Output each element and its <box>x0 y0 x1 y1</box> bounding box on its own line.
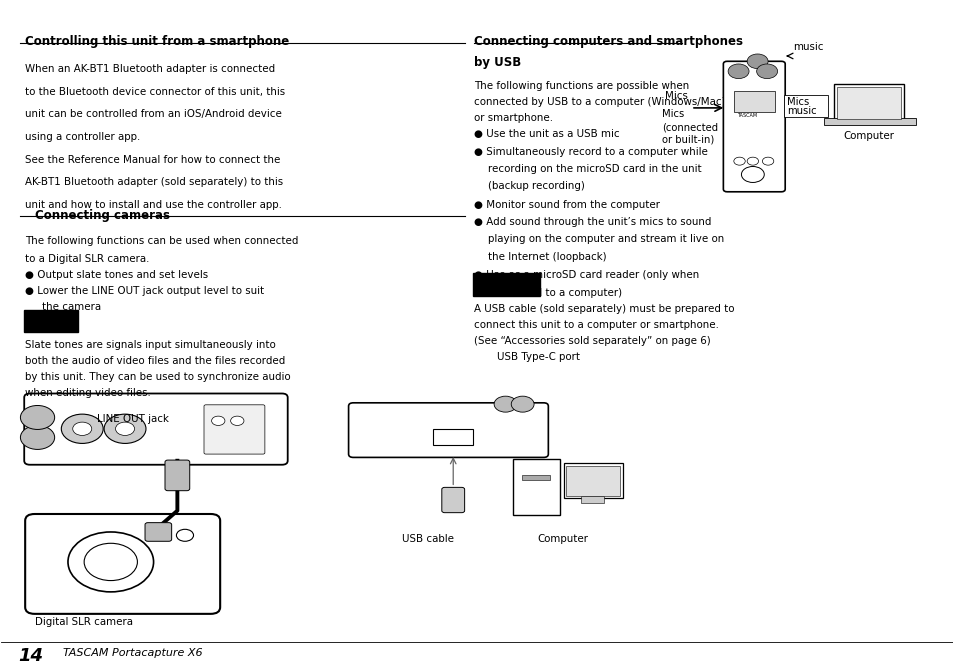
Circle shape <box>746 157 758 165</box>
Text: by USB: by USB <box>474 56 521 69</box>
Text: ● Lower the LINE OUT jack output level to suit: ● Lower the LINE OUT jack output level t… <box>25 287 264 297</box>
Circle shape <box>727 64 748 79</box>
Circle shape <box>20 405 54 429</box>
Text: USB cable: USB cable <box>401 534 453 544</box>
FancyBboxPatch shape <box>580 496 603 503</box>
Text: ● Output slate tones and set levels: ● Output slate tones and set levels <box>25 270 208 280</box>
Text: music: music <box>786 106 816 116</box>
Text: using a controller app.: using a controller app. <box>25 132 140 142</box>
Text: (See “Accessories sold separately” on page 6): (See “Accessories sold separately” on pa… <box>474 336 710 346</box>
Text: 14: 14 <box>18 647 44 665</box>
Circle shape <box>115 422 134 435</box>
FancyBboxPatch shape <box>165 460 190 491</box>
Text: ● Simultaneously record to a computer while: ● Simultaneously record to a computer wh… <box>474 146 707 156</box>
Circle shape <box>733 157 744 165</box>
Text: to the Bluetooth device connector of this unit, this: to the Bluetooth device connector of thi… <box>25 87 285 97</box>
Text: TASCAM: TASCAM <box>736 113 756 118</box>
Circle shape <box>231 416 244 425</box>
FancyBboxPatch shape <box>204 405 265 454</box>
Text: Computer: Computer <box>842 131 894 140</box>
Text: connected by USB to a computer (Windows/Mac): connected by USB to a computer (Windows/… <box>474 97 725 107</box>
Text: recording on the microSD card in the unit: recording on the microSD card in the uni… <box>488 164 701 174</box>
Circle shape <box>104 414 146 444</box>
Text: the Internet (loopback): the Internet (loopback) <box>488 252 606 262</box>
Text: LINE OUT jack: LINE OUT jack <box>96 414 169 424</box>
Circle shape <box>740 166 763 183</box>
Text: music: music <box>792 42 822 52</box>
Text: NOTE: NOTE <box>477 278 509 289</box>
Text: Computer: Computer <box>537 534 587 544</box>
Circle shape <box>20 425 54 450</box>
Text: Slate tones are signals input simultaneously into: Slate tones are signals input simultaneo… <box>25 340 275 350</box>
Circle shape <box>61 414 103 444</box>
Text: USB Type-C port: USB Type-C port <box>497 352 579 362</box>
Text: when editing video files.: when editing video files. <box>25 388 151 397</box>
Text: Connecting computers and smartphones: Connecting computers and smartphones <box>474 35 742 48</box>
FancyBboxPatch shape <box>521 474 550 480</box>
Text: connected to a computer): connected to a computer) <box>488 288 622 298</box>
Text: playing on the computer and stream it live on: playing on the computer and stream it li… <box>488 234 724 244</box>
FancyBboxPatch shape <box>722 61 784 192</box>
Circle shape <box>68 532 153 592</box>
Text: unit can be controlled from an iOS/Android device: unit can be controlled from an iOS/Andro… <box>25 109 282 119</box>
Text: ● Use as a microSD card reader (only when: ● Use as a microSD card reader (only whe… <box>474 270 699 280</box>
FancyBboxPatch shape <box>566 466 619 496</box>
FancyBboxPatch shape <box>24 309 78 332</box>
FancyBboxPatch shape <box>433 429 473 446</box>
Text: or smartphone.: or smartphone. <box>474 113 553 123</box>
Text: The following functions can be used when connected: The following functions can be used when… <box>25 236 298 246</box>
Text: to a Digital SLR camera.: to a Digital SLR camera. <box>25 254 150 264</box>
Text: connect this unit to a computer or smartphone.: connect this unit to a computer or smart… <box>474 319 719 329</box>
FancyBboxPatch shape <box>25 514 220 614</box>
Circle shape <box>72 422 91 435</box>
FancyBboxPatch shape <box>473 273 539 297</box>
Circle shape <box>746 54 767 68</box>
FancyBboxPatch shape <box>836 87 901 119</box>
Text: by this unit. They can be used to synchronize audio: by this unit. They can be used to synchr… <box>25 372 291 382</box>
Text: ● Monitor sound from the computer: ● Monitor sound from the computer <box>474 200 659 210</box>
FancyBboxPatch shape <box>823 118 915 125</box>
FancyBboxPatch shape <box>348 403 548 458</box>
Circle shape <box>756 64 777 79</box>
FancyBboxPatch shape <box>783 95 827 117</box>
Text: AK-BT1 Bluetooth adapter (sold separately) to this: AK-BT1 Bluetooth adapter (sold separatel… <box>25 177 283 187</box>
Text: TIP: TIP <box>29 315 48 325</box>
Text: TASCAM Portacapture X6: TASCAM Portacapture X6 <box>63 648 203 658</box>
FancyBboxPatch shape <box>833 84 903 121</box>
Text: See the Reference Manual for how to connect the: See the Reference Manual for how to conn… <box>25 154 280 164</box>
FancyBboxPatch shape <box>441 487 464 513</box>
Text: Controlling this unit from a smartphone: Controlling this unit from a smartphone <box>25 35 289 48</box>
Text: Mics: Mics <box>664 91 687 101</box>
FancyBboxPatch shape <box>563 464 622 498</box>
Text: (backup recording): (backup recording) <box>488 181 585 191</box>
Text: Mics: Mics <box>786 97 808 107</box>
FancyBboxPatch shape <box>145 523 172 541</box>
FancyBboxPatch shape <box>24 393 288 465</box>
FancyBboxPatch shape <box>513 460 559 515</box>
Circle shape <box>511 396 534 412</box>
Text: A USB cable (sold separately) must be prepared to: A USB cable (sold separately) must be pr… <box>474 303 734 313</box>
Text: Connecting cameras: Connecting cameras <box>34 209 170 222</box>
Circle shape <box>212 416 225 425</box>
Text: ● Add sound through the unit’s mics to sound: ● Add sound through the unit’s mics to s… <box>474 217 711 227</box>
Text: Mics
(connected
or built-in): Mics (connected or built-in) <box>661 109 718 145</box>
Text: The following functions are possible when: The following functions are possible whe… <box>474 81 689 91</box>
Text: both the audio of video files and the files recorded: both the audio of video files and the fi… <box>25 356 285 366</box>
Text: the camera: the camera <box>42 302 101 311</box>
Text: Digital SLR camera: Digital SLR camera <box>34 617 132 627</box>
Text: ● Use the unit as a USB mic: ● Use the unit as a USB mic <box>474 130 619 139</box>
Circle shape <box>84 544 137 580</box>
FancyBboxPatch shape <box>733 91 774 112</box>
Circle shape <box>761 157 773 165</box>
Circle shape <box>494 396 517 412</box>
Text: unit and how to install and use the controller app.: unit and how to install and use the cont… <box>25 200 282 210</box>
Text: When an AK-BT1 Bluetooth adapter is connected: When an AK-BT1 Bluetooth adapter is conn… <box>25 64 275 74</box>
